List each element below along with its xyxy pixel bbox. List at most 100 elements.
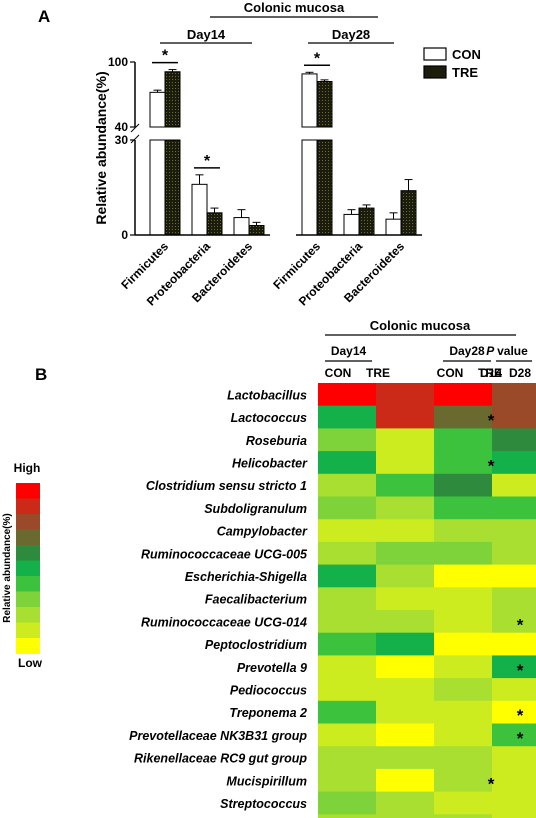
row-label: Prevotellaceae NK3B31 group xyxy=(129,729,307,743)
bar xyxy=(248,225,265,236)
heatmap-cell xyxy=(492,451,536,475)
heatmap-cell xyxy=(318,768,377,793)
heatmap-cell xyxy=(318,383,377,407)
row-label: Lactococcus xyxy=(231,411,307,425)
legend-scale-swatch xyxy=(16,622,40,639)
heatmap-cell xyxy=(318,564,377,588)
legend-scale-swatch xyxy=(16,514,40,530)
bar xyxy=(316,81,333,128)
heatmap-cell xyxy=(376,814,435,818)
legend-low-label: Low xyxy=(18,656,43,670)
y-axis-label: Relative abundance(%) xyxy=(93,71,109,224)
bar xyxy=(301,139,318,236)
heatmap-cell xyxy=(434,814,493,818)
heatmap-cell xyxy=(318,791,377,815)
heatmap-cell xyxy=(376,632,435,656)
heatmap-cell xyxy=(318,451,377,475)
bar xyxy=(316,139,333,236)
bar xyxy=(400,190,417,236)
panel-label-a: A xyxy=(38,7,50,26)
heatmap-cell xyxy=(434,723,493,747)
heatmap-cell xyxy=(376,405,435,429)
legend-scale-swatch xyxy=(16,545,40,561)
group-label: Day14 xyxy=(331,344,367,358)
pvalue-column-label: D28 xyxy=(509,366,531,380)
heatmap-cell xyxy=(318,814,377,818)
bar xyxy=(206,212,223,236)
heatmap-cell xyxy=(376,723,435,747)
heatmap-cell xyxy=(492,723,536,747)
y-tick-label: 30 xyxy=(115,133,129,147)
heatmap-cell xyxy=(434,655,493,679)
heatmap-cell xyxy=(376,451,435,475)
heatmap-cell xyxy=(434,610,493,634)
heatmap-cell xyxy=(376,791,435,815)
significance-star-d28: * xyxy=(517,706,524,725)
heatmap-cell xyxy=(434,768,493,793)
legend-swatch xyxy=(423,47,447,61)
heatmap-cell xyxy=(376,519,435,543)
column-label: TRE xyxy=(366,366,390,380)
heatmap-cell xyxy=(492,428,536,452)
heatmap-cell xyxy=(318,541,377,566)
heatmap-cell xyxy=(376,768,435,793)
heatmap-cell xyxy=(318,610,377,634)
heatmap-cell xyxy=(434,519,493,543)
heatmap-cell xyxy=(492,632,536,656)
heatmap-cell xyxy=(318,746,377,770)
row-label: Peptoclostridium xyxy=(205,638,307,652)
heatmap-cell xyxy=(318,496,377,520)
row-label: Streptococcus xyxy=(220,797,307,811)
heatmap-cell xyxy=(376,655,435,679)
column-label: CON xyxy=(325,366,352,380)
heatmap-cell xyxy=(434,428,493,452)
heatmap-cell xyxy=(492,519,536,543)
pvalue-header: P value xyxy=(486,344,528,358)
column-label: CON xyxy=(437,366,464,380)
heatmap-cell xyxy=(434,405,493,429)
legend-title: Relative abundance(%) xyxy=(2,513,13,622)
heatmap-cell xyxy=(376,383,435,407)
legend-label: TRE xyxy=(452,65,478,80)
heatmap-cell xyxy=(434,678,493,702)
significance-star: * xyxy=(314,50,321,67)
pvalue-header-value: value xyxy=(497,344,528,358)
bar xyxy=(164,139,181,236)
heatmap-cell xyxy=(376,700,435,724)
heatmap-cell xyxy=(492,383,536,407)
heatmap-cell xyxy=(318,519,377,543)
heatmap-cell xyxy=(434,791,493,815)
row-label: Faecalibacterium xyxy=(205,593,307,607)
heatmap-cell xyxy=(492,746,536,770)
heatmap-cell xyxy=(492,564,536,588)
row-label: Campylobacter xyxy=(217,525,308,539)
heatmap-cell xyxy=(318,632,377,656)
heatmap-cell xyxy=(492,473,536,497)
heatmap-cell xyxy=(318,655,377,679)
heatmap-cell xyxy=(434,473,493,497)
significance-star-d14: * xyxy=(488,774,495,793)
heatmap-cell xyxy=(318,723,377,747)
heatmap-cell xyxy=(376,746,435,770)
row-label: Ruminococcaceae UCG-005 xyxy=(141,547,308,561)
heatmap-title: Colonic mucosa xyxy=(370,318,471,333)
y-tick-label: 100 xyxy=(108,55,128,69)
group-label: Day14 xyxy=(187,27,226,42)
y-tick-label: 40 xyxy=(115,120,129,134)
heatmap-cell xyxy=(376,610,435,634)
heatmap-cell xyxy=(318,428,377,452)
heatmap-cell xyxy=(492,496,536,520)
significance-star-d28: * xyxy=(517,661,524,680)
row-label: Escherichia-Shigella xyxy=(185,570,307,584)
row-label: Lactobacillus xyxy=(227,388,307,402)
significance-star-d14: * xyxy=(488,456,495,475)
heatmap-cell xyxy=(492,655,536,679)
legend-scale-swatch xyxy=(16,498,40,515)
significance-star: * xyxy=(204,153,211,170)
bar xyxy=(358,207,375,236)
axis-break-mark-2 xyxy=(130,134,140,144)
heatmap-cell xyxy=(492,791,536,815)
row-label: Pediococcus xyxy=(230,683,307,697)
heatmap-cell xyxy=(434,587,493,611)
